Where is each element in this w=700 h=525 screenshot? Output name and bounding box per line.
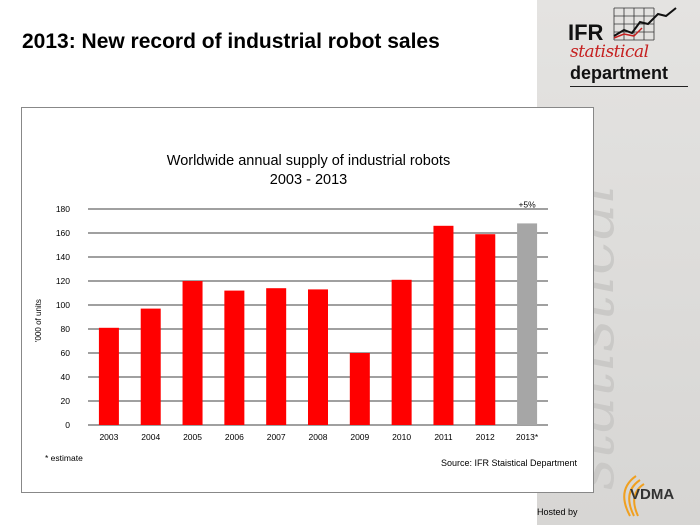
x-tick-label: 2013* (516, 432, 539, 442)
y-tick-label: 160 (56, 228, 70, 238)
growth-annotation: +5% (518, 199, 536, 209)
bar (266, 288, 287, 425)
ifr-logo-department: department (570, 63, 669, 83)
x-tick-label: 2011 (434, 432, 453, 442)
y-tick-label: 60 (61, 348, 71, 358)
y-tick-label: 80 (61, 324, 71, 334)
chart-title: Worldwide annual supply of industrial ro… (166, 153, 451, 169)
vdma-swoosh-icon (623, 475, 645, 517)
y-tick-label: 20 (61, 396, 71, 406)
y-tick-label: 140 (56, 252, 70, 262)
x-tick-label: 2007 (267, 432, 286, 442)
y-tick-label: 0 (65, 420, 70, 430)
x-tick-label: 2010 (392, 432, 411, 442)
x-tick-label: 2009 (350, 432, 369, 442)
bar (98, 327, 119, 425)
bar (140, 308, 161, 425)
chart-frame: 0 20 40 60 80 100 120 140 160 180 2003 2004 2005 2006… (21, 107, 594, 493)
x-tick-label: 2004 (141, 432, 160, 442)
x-tick-label: 2003 (99, 432, 118, 442)
ifr-logo: IFR statistical department (568, 6, 692, 92)
y-tick-label: 120 (56, 276, 70, 286)
bar (308, 289, 328, 425)
y-tick-label: 180 (56, 204, 70, 214)
bar (433, 225, 454, 425)
y-tick-label: 40 (61, 372, 71, 382)
y-tick-label: 100 (56, 300, 70, 310)
bar (182, 281, 203, 425)
estimate-footnote: * estimate (45, 453, 83, 463)
ifr-logo-statistical: statistical (570, 42, 649, 62)
bar-chart: 0 20 40 60 80 100 120 140 160 180 2003 2004 2005 2006… (56, 199, 548, 442)
bar (349, 353, 370, 425)
y-axis-label: '000 of units (34, 299, 43, 342)
x-tick-label: 2012 (476, 432, 495, 442)
bar (224, 290, 245, 425)
hosted-by-label: Hosted by (537, 507, 578, 517)
vdma-logo: VDMA (608, 472, 696, 520)
bar (475, 234, 496, 425)
x-tick-label: 2008 (309, 432, 328, 442)
source-note: Source: IFR Staistical Department (440, 458, 577, 468)
slide-title: 2013: New record of industrial robot sal… (22, 30, 440, 53)
ifr-logo-word: IFR (568, 20, 604, 45)
ifr-grid-icon (613, 7, 677, 41)
bar (517, 223, 538, 425)
x-tick-label: 2005 (183, 432, 202, 442)
chart-subtitle: 2003 - 2013 (269, 172, 348, 188)
bar (391, 279, 412, 425)
vdma-logo-text: VDMA (630, 486, 675, 503)
x-tick-label: 2006 (225, 432, 244, 442)
ifr-logo-rule (570, 86, 688, 87)
